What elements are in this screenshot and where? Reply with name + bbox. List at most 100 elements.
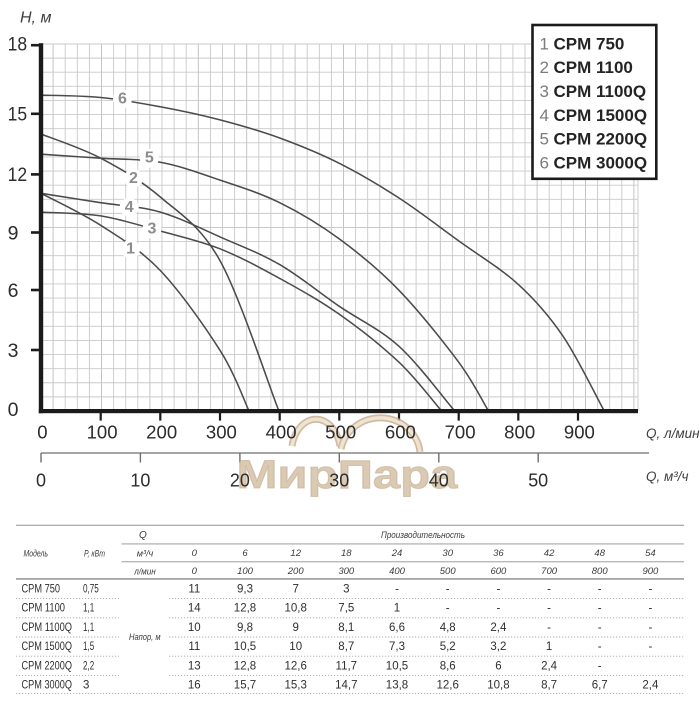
svg-text:1: 1 (540, 34, 549, 53)
svg-text:12,6: 12,6 (437, 680, 459, 692)
svg-text:-: - (648, 603, 652, 615)
svg-text:-: - (598, 584, 602, 596)
svg-text:3,2: 3,2 (490, 641, 506, 653)
svg-text:2,4: 2,4 (541, 660, 558, 672)
svg-text:1,1: 1,1 (83, 603, 94, 615)
svg-text:Производительность: Производительность (381, 530, 465, 541)
svg-text:8,7: 8,7 (338, 641, 354, 653)
svg-text:5: 5 (145, 150, 154, 167)
svg-text:-: - (395, 584, 399, 596)
svg-text:7: 7 (292, 584, 298, 596)
svg-text:30: 30 (329, 471, 349, 491)
svg-text:18: 18 (341, 548, 352, 559)
svg-text:18: 18 (8, 33, 28, 55)
svg-text:10,5: 10,5 (386, 660, 408, 672)
svg-text:9,8: 9,8 (237, 622, 253, 634)
svg-text:16: 16 (188, 680, 201, 692)
svg-text:12: 12 (8, 164, 28, 186)
svg-text:600: 600 (490, 566, 507, 577)
svg-text:4,8: 4,8 (440, 622, 456, 634)
svg-text:л/мин: л/мин (133, 566, 156, 577)
svg-text:10,5: 10,5 (234, 641, 256, 653)
svg-text:2,4: 2,4 (642, 680, 659, 692)
svg-text:2: 2 (129, 170, 138, 187)
svg-text:-: - (496, 603, 500, 615)
svg-text:CPM 3000Q: CPM 3000Q (22, 680, 73, 692)
svg-text:6: 6 (495, 660, 501, 672)
svg-text:Q, л/мин: Q, л/мин (646, 426, 700, 441)
svg-text:CPM 2200Q: CPM 2200Q (22, 660, 73, 672)
svg-text:1: 1 (126, 241, 135, 258)
svg-text:40: 40 (429, 471, 449, 491)
svg-text:15: 15 (8, 104, 28, 126)
svg-text:10,8: 10,8 (487, 680, 509, 692)
svg-text:12,8: 12,8 (234, 603, 256, 615)
svg-text:6,6: 6,6 (389, 622, 405, 634)
svg-text:48: 48 (594, 548, 605, 559)
svg-text:200: 200 (146, 421, 177, 442)
svg-text:10,8: 10,8 (285, 603, 307, 615)
svg-text:12: 12 (290, 548, 301, 559)
svg-text:1: 1 (546, 641, 552, 653)
svg-text:CPM 750: CPM 750 (22, 584, 61, 596)
svg-text:-: - (496, 584, 500, 596)
svg-text:600: 600 (385, 421, 416, 442)
svg-text:2,4: 2,4 (490, 622, 507, 634)
svg-text:-: - (598, 641, 602, 653)
svg-text:300: 300 (338, 566, 355, 577)
svg-text:700: 700 (541, 566, 558, 577)
svg-text:10: 10 (289, 641, 302, 653)
svg-text:100: 100 (87, 421, 118, 442)
svg-text:Напор, м: Напор, м (129, 632, 161, 643)
svg-text:400: 400 (266, 421, 297, 442)
svg-text:11: 11 (188, 641, 200, 653)
svg-text:300: 300 (206, 421, 237, 442)
svg-text:13: 13 (188, 660, 201, 672)
svg-text:-: - (598, 622, 602, 634)
svg-text:30: 30 (442, 548, 453, 559)
svg-text:0: 0 (37, 421, 47, 442)
svg-text:H, м: H, м (20, 10, 51, 27)
svg-text:200: 200 (287, 566, 305, 577)
svg-text:8,6: 8,6 (440, 660, 456, 672)
svg-text:-: - (598, 660, 602, 672)
svg-text:-: - (446, 603, 450, 615)
svg-text:11: 11 (188, 584, 200, 596)
svg-text:400: 400 (389, 566, 406, 577)
svg-text:4: 4 (540, 106, 549, 125)
svg-text:11,7: 11,7 (336, 660, 358, 672)
svg-text:CPM 1100Q: CPM 1100Q (554, 82, 647, 101)
svg-text:14: 14 (188, 603, 201, 615)
svg-text:5: 5 (540, 130, 549, 149)
svg-text:9,3: 9,3 (237, 584, 253, 596)
svg-text:МирПара: МирПара (237, 453, 459, 497)
svg-text:-: - (648, 622, 652, 634)
svg-text:6: 6 (8, 280, 19, 302)
svg-text:-: - (547, 584, 551, 596)
svg-text:1,1: 1,1 (83, 622, 94, 634)
svg-text:6: 6 (540, 154, 549, 173)
svg-text:3: 3 (343, 584, 349, 596)
svg-text:0: 0 (8, 399, 19, 421)
svg-text:7,5: 7,5 (338, 603, 354, 615)
svg-text:CPM 1500Q: CPM 1500Q (22, 641, 73, 653)
svg-text:24: 24 (391, 548, 403, 559)
svg-text:CPM 2200Q: CPM 2200Q (554, 130, 648, 149)
svg-text:6,7: 6,7 (592, 680, 608, 692)
svg-text:3: 3 (148, 220, 157, 237)
svg-text:20: 20 (230, 471, 250, 491)
svg-text:4: 4 (125, 199, 134, 216)
svg-text:800: 800 (504, 421, 535, 442)
svg-text:CPM 750: CPM 750 (554, 34, 625, 53)
svg-text:8,1: 8,1 (338, 622, 354, 634)
svg-text:3: 3 (540, 82, 549, 101)
svg-text:15,7: 15,7 (234, 680, 256, 692)
svg-text:50: 50 (528, 471, 548, 491)
svg-text:-: - (598, 603, 602, 615)
svg-text:12,6: 12,6 (285, 660, 307, 672)
svg-text:54: 54 (645, 548, 656, 559)
svg-text:CPM 1100Q: CPM 1100Q (22, 622, 73, 634)
svg-text:10: 10 (188, 622, 201, 634)
svg-text:3: 3 (8, 340, 19, 362)
svg-text:0: 0 (192, 548, 198, 559)
